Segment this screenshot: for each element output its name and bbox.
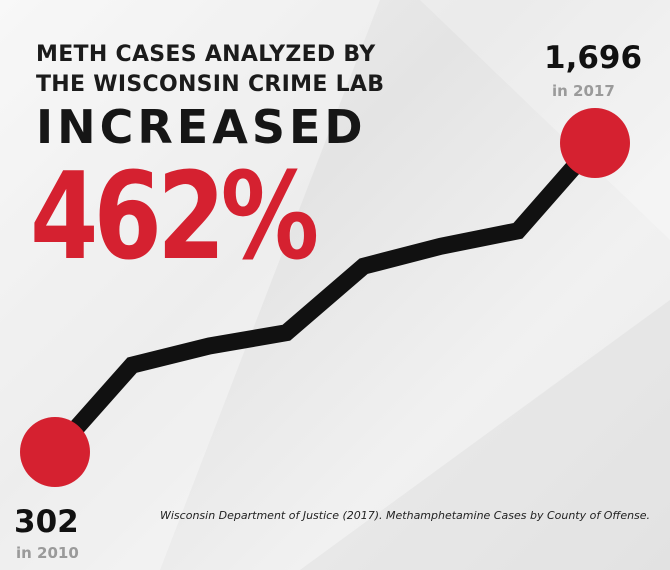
start-year-label: in 2010	[16, 544, 79, 562]
start-value-label: 302	[14, 504, 79, 540]
end-year-label: in 2017	[552, 82, 615, 100]
end-value-label: 1,696	[544, 40, 643, 76]
headline-line-1: METH CASES ANALYZED BY	[36, 42, 376, 67]
source-citation: Wisconsin Department of Justice (2017). …	[160, 509, 651, 522]
headline-increased: INCREASED	[36, 100, 367, 154]
percent-increase: 462%	[30, 148, 319, 287]
start-point-marker	[20, 417, 90, 487]
series-line	[48, 137, 602, 458]
headline-line-2: THE WISCONSIN CRIME LAB	[36, 72, 385, 97]
end-point-marker	[560, 108, 630, 178]
